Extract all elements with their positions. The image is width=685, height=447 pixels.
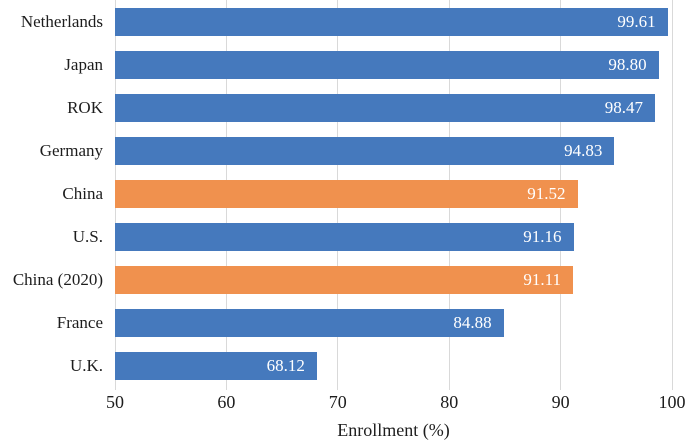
- bar-track-u-s: 91.16: [115, 222, 672, 251]
- bar-rok: 98.47: [115, 93, 655, 122]
- bar-value-u-k: 68.12: [266, 356, 305, 375]
- bar-value-netherlands: 99.61: [617, 12, 656, 31]
- bar-row-u-k: U.K. 68.12: [0, 344, 685, 387]
- category-label-china: China: [62, 183, 103, 203]
- bar-value-rok: 98.47: [604, 98, 643, 117]
- category-label-france: France: [56, 312, 103, 332]
- x-tick-label-100: 100: [658, 392, 685, 412]
- bar-row-china: China 91.52: [0, 172, 685, 215]
- x-axis: 50 60 70 80 90 100: [106, 392, 685, 416]
- category-label-japan: Japan: [64, 54, 103, 74]
- category-label-u-k: U.K.: [69, 355, 103, 375]
- bar-track-u-k: 68.12: [115, 351, 672, 380]
- x-tick-label-60: 60: [217, 392, 236, 412]
- bar-value-u-s: 91.16: [523, 227, 562, 246]
- bar-row-japan: Japan 98.80: [0, 43, 685, 86]
- x-tick-label-90: 90: [551, 392, 570, 412]
- x-tick-label-70: 70: [328, 392, 347, 412]
- x-tick-label-50: 50: [106, 392, 124, 412]
- bar-track-china-2020: 91.11: [115, 265, 672, 294]
- bar-row-u-s: U.S. 91.16: [0, 215, 685, 258]
- x-axis-title: Enrollment (%): [337, 420, 450, 440]
- bar-france: 84.88: [115, 308, 504, 337]
- bar-row-germany: Germany 94.83: [0, 129, 685, 172]
- bar-track-germany: 94.83: [115, 136, 672, 165]
- bar-track-rok: 98.47: [115, 93, 672, 122]
- bar-china-2020: 91.11: [115, 265, 573, 294]
- category-label-rok: ROK: [67, 97, 103, 117]
- bar-track-japan: 98.80: [115, 50, 672, 79]
- bar-row-france: France 84.88: [0, 301, 685, 344]
- x-tick-label-80: 80: [440, 392, 459, 412]
- gridline-100: [671, 0, 673, 390]
- bar-row-rok: ROK 98.47: [0, 86, 685, 129]
- bar-u-k: 68.12: [115, 351, 317, 380]
- bar-u-s: 91.16: [115, 222, 574, 251]
- category-label-netherlands: Netherlands: [20, 11, 103, 31]
- bar-value-china-2020: 91.11: [523, 270, 561, 289]
- bar-track-netherlands: 99.61: [115, 7, 672, 36]
- bar-rows: Netherlands 99.61 Japan 98.80 ROK 98.47 German…: [0, 0, 685, 387]
- bar-value-germany: 94.83: [564, 141, 603, 160]
- bar-value-china: 91.52: [527, 184, 566, 203]
- bar-track-china: 91.52: [115, 179, 672, 208]
- category-label-china-2020: China (2020): [12, 269, 103, 289]
- bar-row-netherlands: Netherlands 99.61: [0, 0, 685, 43]
- bar-value-france: 84.88: [453, 313, 492, 332]
- bar-japan: 98.80: [115, 50, 659, 79]
- bar-track-france: 84.88: [115, 308, 672, 337]
- category-label-u-s: U.S.: [72, 226, 103, 246]
- bar-china: 91.52: [115, 179, 578, 208]
- bar-value-japan: 98.80: [608, 55, 647, 74]
- bar-germany: 94.83: [115, 136, 615, 165]
- bar-row-china-2020: China (2020) 91.11: [0, 258, 685, 301]
- category-label-germany: Germany: [39, 140, 103, 160]
- bar-netherlands: 99.61: [115, 7, 668, 36]
